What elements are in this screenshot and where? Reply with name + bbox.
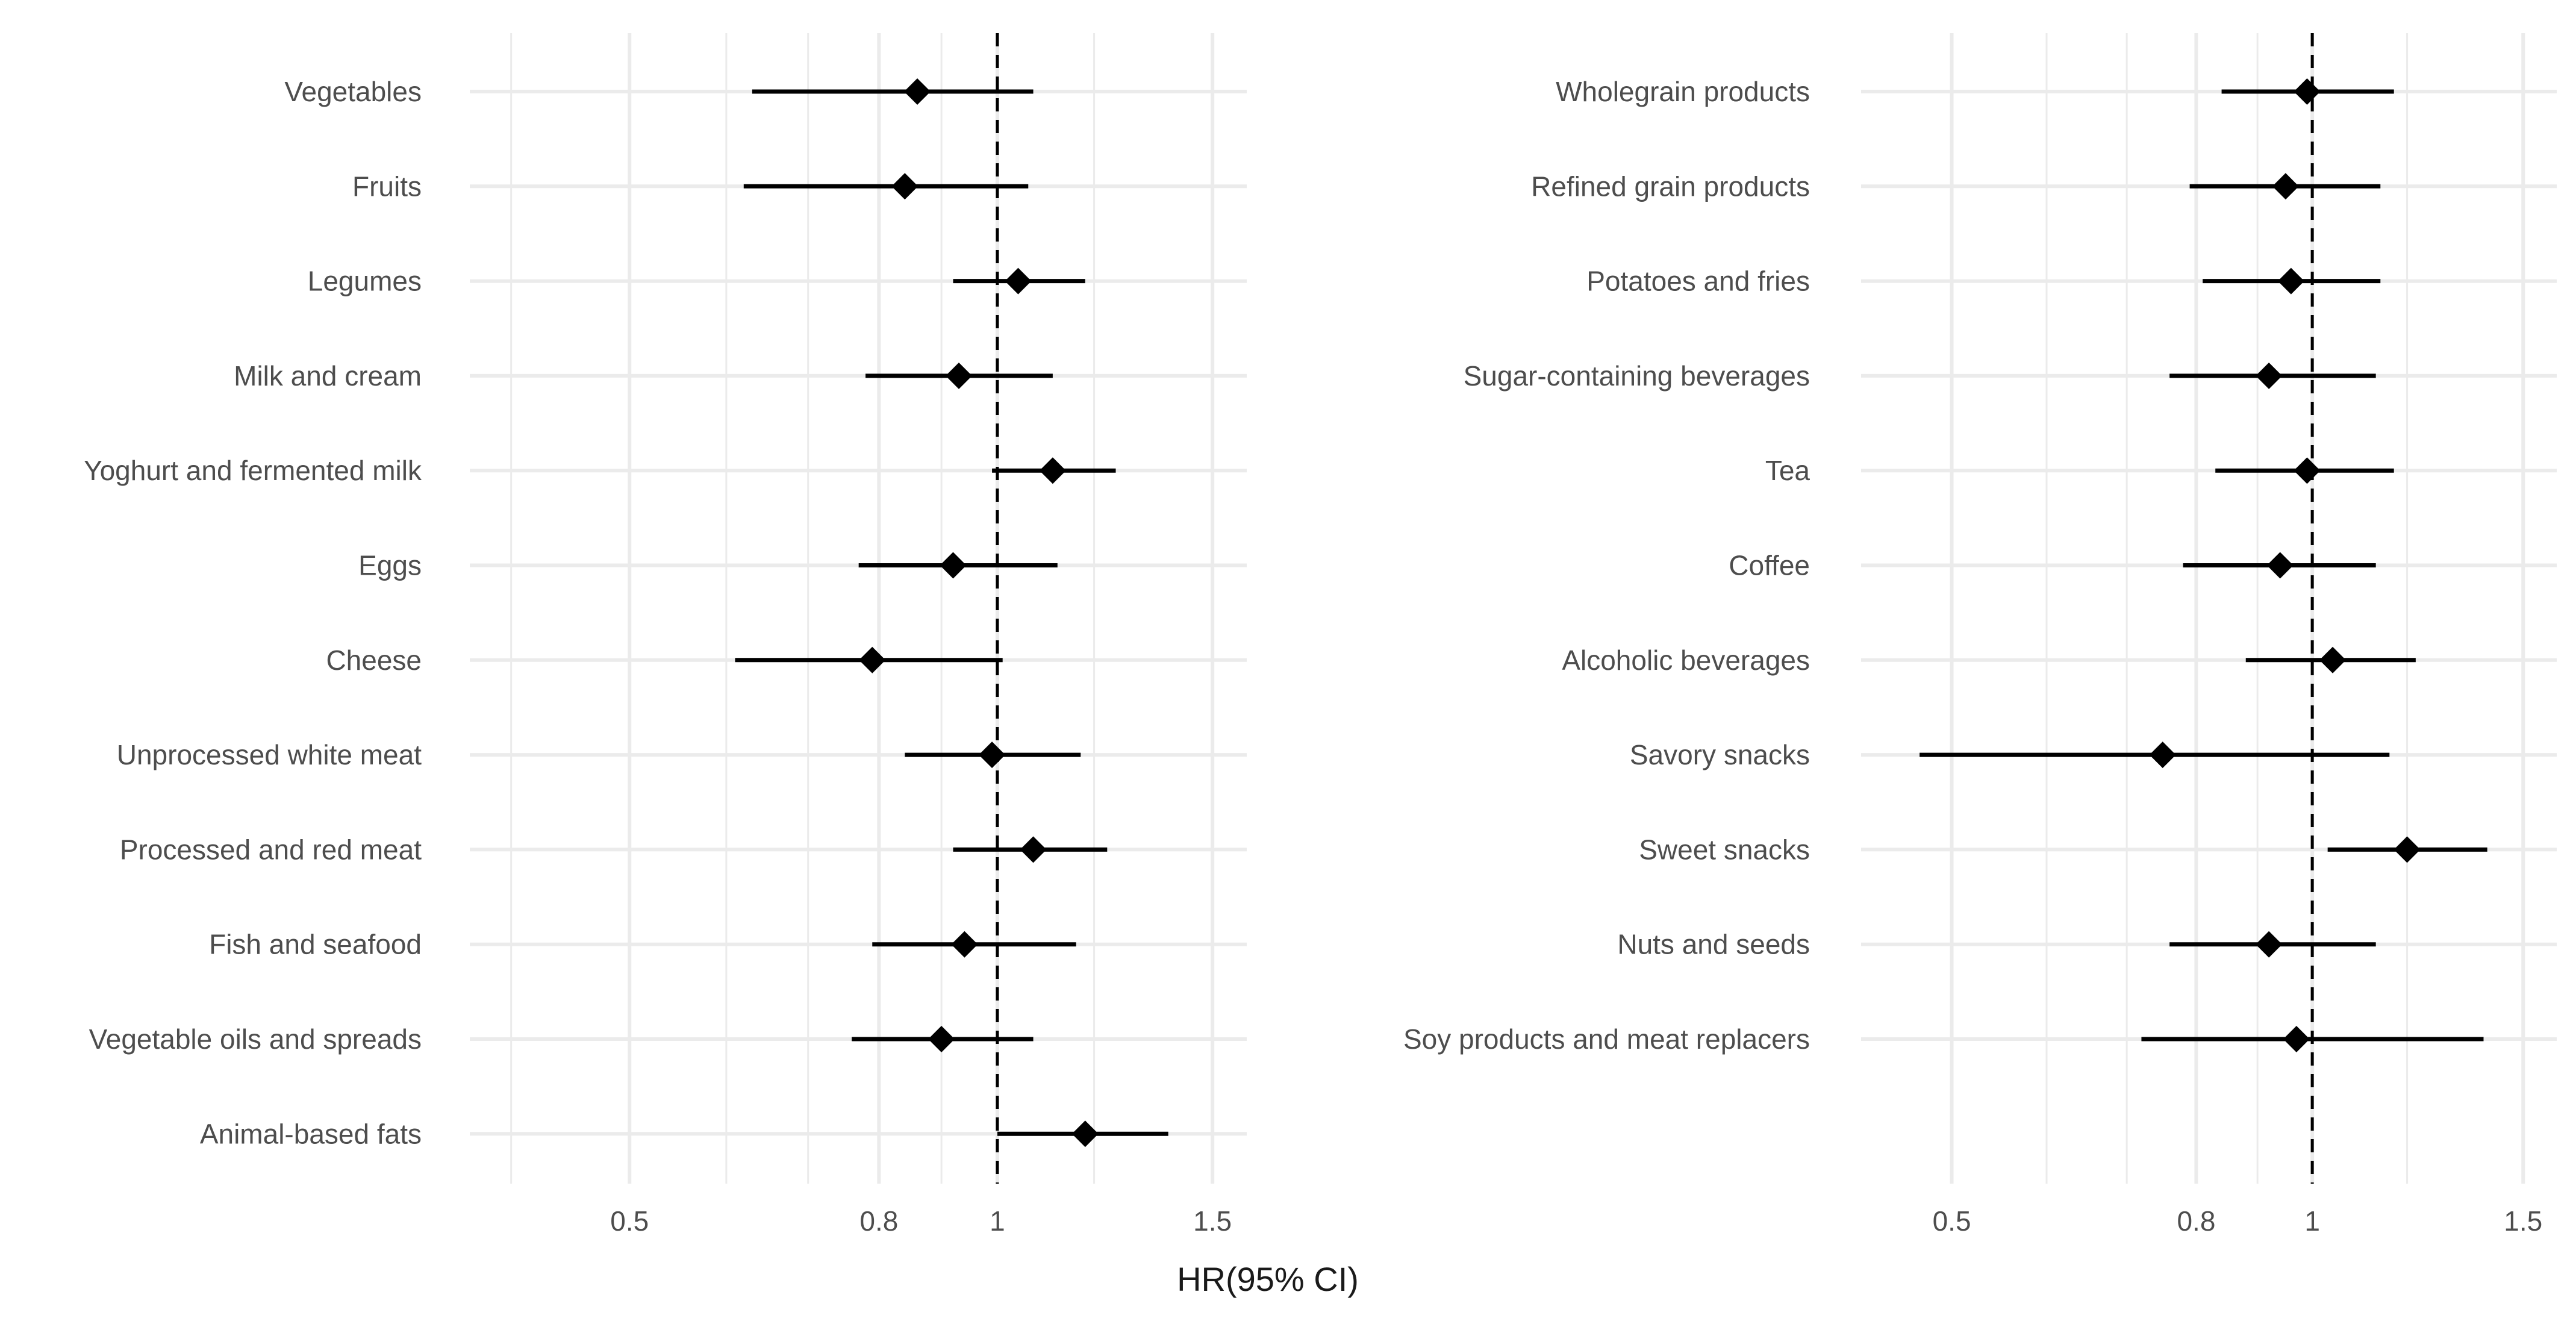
category-label: Cheese xyxy=(326,645,422,676)
category-label: Alcoholic beverages xyxy=(1562,645,1810,676)
hr-point xyxy=(951,931,978,958)
category-label: Animal-based fats xyxy=(200,1118,422,1149)
category-label: Unprocessed white meat xyxy=(117,739,422,770)
category-label: Wholegrain products xyxy=(1556,76,1810,107)
x-tick-label: 1.5 xyxy=(2504,1205,2542,1237)
x-tick-label: 0.5 xyxy=(610,1205,649,1237)
hr-point xyxy=(2294,457,2321,484)
hr-point xyxy=(2283,1026,2310,1052)
x-tick-label: 0.8 xyxy=(859,1205,898,1237)
hr-point xyxy=(2294,78,2321,105)
hr-point xyxy=(1005,267,1032,295)
hr-point xyxy=(940,552,967,579)
hr-point xyxy=(2256,362,2283,389)
category-label: Tea xyxy=(1765,455,1810,486)
hr-point xyxy=(2149,742,2176,769)
x-tick-label: 0.5 xyxy=(1933,1205,1971,1237)
hr-point xyxy=(2256,931,2283,958)
hr-point xyxy=(904,78,931,105)
category-label: Yoghurt and fermented milk xyxy=(84,455,422,486)
category-label: Refined grain products xyxy=(1531,170,1810,202)
category-label: Eggs xyxy=(358,550,422,581)
hr-point xyxy=(2394,836,2421,863)
category-label: Legumes xyxy=(308,266,422,297)
category-label: Soy products and meat replacers xyxy=(1403,1023,1810,1055)
x-tick-label: 0.8 xyxy=(2177,1205,2215,1237)
category-label: Sweet snacks xyxy=(1639,834,1810,865)
hr-point xyxy=(979,742,1006,769)
x-tick-label: 1.5 xyxy=(1193,1205,1232,1237)
hr-point xyxy=(891,173,918,200)
category-label: Fish and seafood xyxy=(209,929,422,960)
hr-point xyxy=(1020,836,1047,863)
category-label: Vegetable oils and spreads xyxy=(89,1023,422,1055)
category-label: Potatoes and fries xyxy=(1586,266,1810,297)
category-label: Milk and cream xyxy=(234,360,422,392)
x-tick-label: 1 xyxy=(990,1205,1005,1237)
category-label: Fruits xyxy=(352,170,422,202)
hr-point xyxy=(2272,173,2299,200)
hr-point xyxy=(928,1026,955,1052)
category-label: Savory snacks xyxy=(1630,739,1810,770)
hr-point xyxy=(2266,552,2294,579)
hr-point xyxy=(2277,267,2304,295)
category-label: Processed and red meat xyxy=(120,834,422,865)
category-label: Coffee xyxy=(1729,550,1810,581)
hr-point xyxy=(859,646,886,673)
x-tick-label: 1 xyxy=(2304,1205,2320,1237)
x-axis-title: HR(95% CI) xyxy=(1177,1260,1359,1298)
left-panel: Vegetables Fruits Legumes Milk and cream Yog… xyxy=(84,33,1247,1237)
hr-point xyxy=(2319,646,2346,673)
category-label: Sugar-containing beverages xyxy=(1464,360,1810,392)
hr-point xyxy=(1071,1120,1099,1148)
category-label: Nuts and seeds xyxy=(1617,929,1810,960)
right-panel: Wholegrain products Refined grain product… xyxy=(1403,33,2557,1237)
hr-point xyxy=(945,362,972,389)
category-label: Vegetables xyxy=(284,76,422,107)
hr-point xyxy=(1039,457,1066,484)
